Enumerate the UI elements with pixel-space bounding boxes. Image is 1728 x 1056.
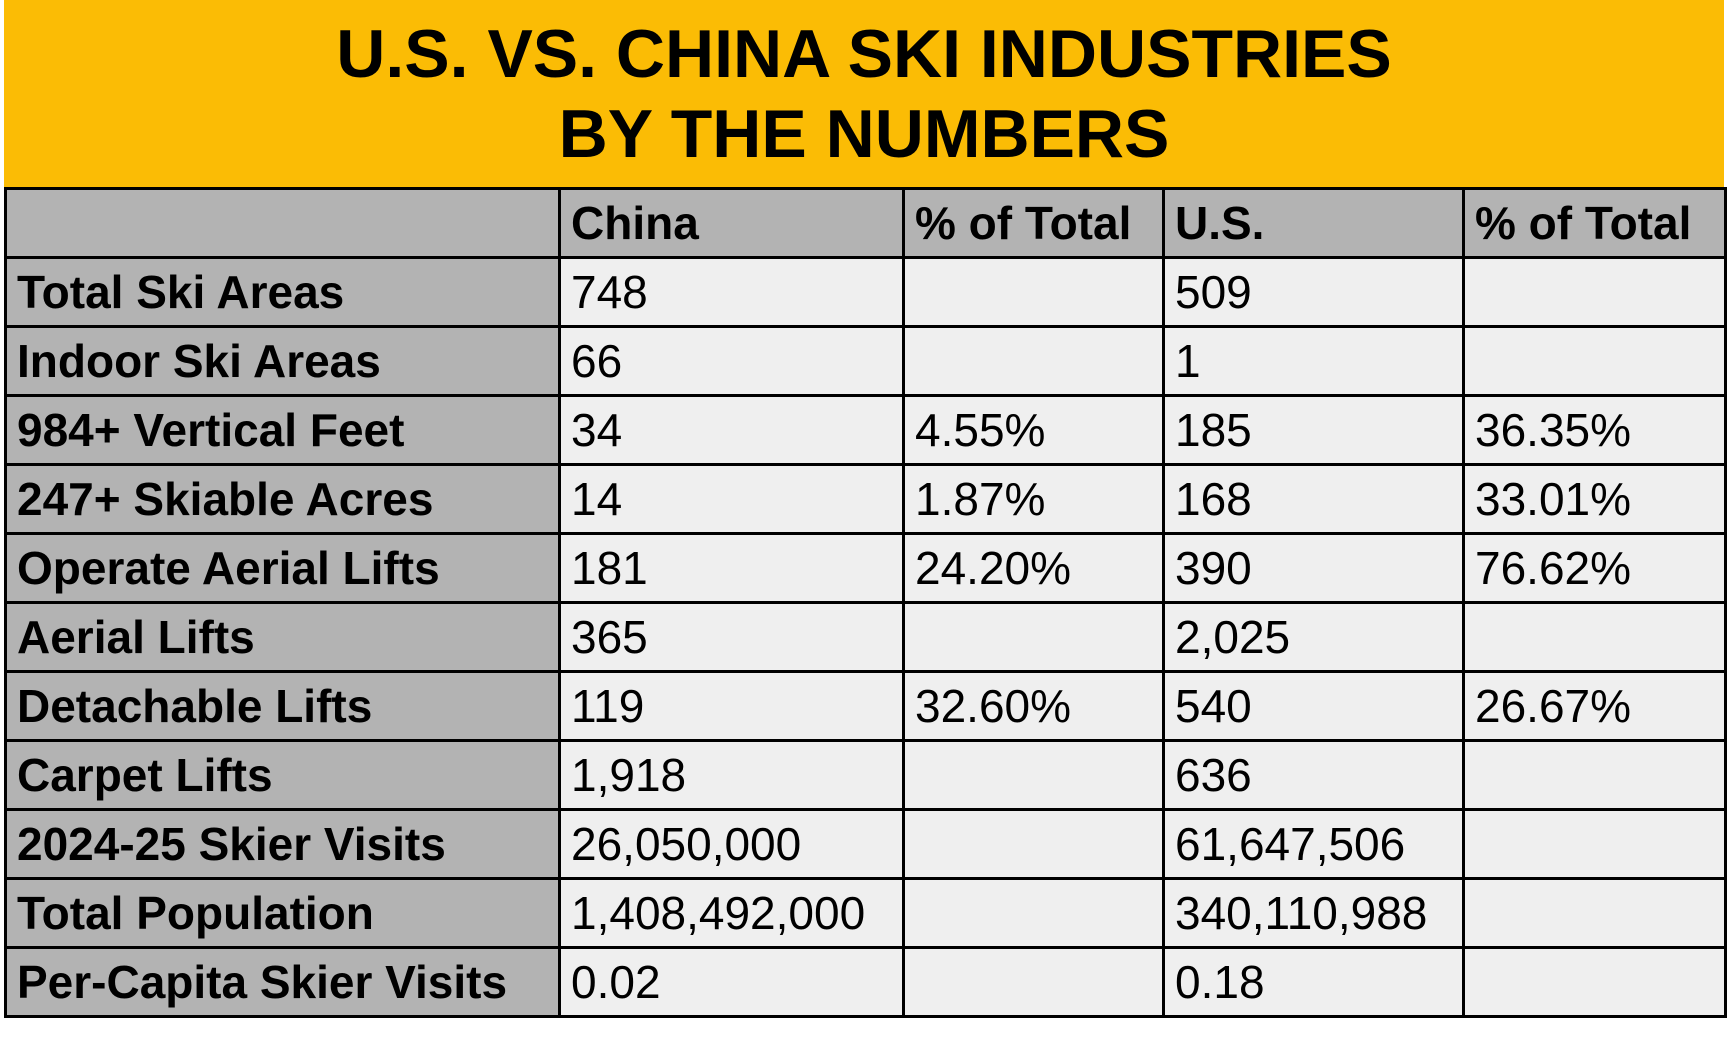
table-cell: Indoor Ski Areas — [4, 325, 561, 397]
table-cell: 984+ Vertical Feet — [4, 394, 561, 466]
table-cell: 1,408,492,000 — [558, 877, 905, 949]
table-cell: 61,647,506 — [1162, 808, 1465, 880]
table-row: Carpet Lifts 1,918 636 — [4, 739, 1727, 811]
table-cell: 390 — [1162, 532, 1465, 604]
table-cell — [1462, 601, 1727, 673]
table-cell — [902, 946, 1165, 1018]
table-cell: 185 — [1162, 394, 1465, 466]
table-cell — [902, 325, 1165, 397]
table-row: 984+ Vertical Feet 34 4.55% 185 36.35% — [4, 394, 1727, 466]
table-cell: 33.01% — [1462, 463, 1727, 535]
table-row: Aerial Lifts 365 2,025 — [4, 601, 1727, 673]
table-row: Operate Aerial Lifts 181 24.20% 390 76.62% — [4, 532, 1727, 604]
table-cell: 0.02 — [558, 946, 905, 1018]
table-cell — [902, 808, 1165, 880]
table-row: 2024-25 Skier Visits 26,050,000 61,647,506 — [4, 808, 1727, 880]
table-row: Total Ski Areas 748 509 — [4, 256, 1727, 328]
table-row: Total Population 1,408,492,000 340,110,988 — [4, 877, 1727, 949]
table-cell: 509 — [1162, 256, 1465, 328]
table-cell — [1462, 256, 1727, 328]
table-cell: 66 — [558, 325, 905, 397]
table-cell: 26,050,000 — [558, 808, 905, 880]
table-cell: 2,025 — [1162, 601, 1465, 673]
table-cell: 2024-25 Skier Visits — [4, 808, 561, 880]
table-cell — [1462, 877, 1727, 949]
table-cell: Total Ski Areas — [4, 256, 561, 328]
table-cell: 119 — [558, 670, 905, 742]
table-cell: 0.18 — [1162, 946, 1465, 1018]
table-cell: Aerial Lifts — [4, 601, 561, 673]
table-cell — [902, 877, 1165, 949]
table-cell: U.S. — [1162, 187, 1465, 259]
data-table: China% of Total U.S.% of Total Total Ski A… — [4, 187, 1727, 1018]
table-cell — [902, 256, 1165, 328]
table-cell: 340,110,988 — [1162, 877, 1465, 949]
table-cell — [1462, 739, 1727, 811]
table-cell: 1.87% — [902, 463, 1165, 535]
table-cell: 1 — [1162, 325, 1465, 397]
table-cell: % of Total — [1462, 187, 1727, 259]
table-cell — [1462, 946, 1727, 1018]
table-row: Detachable Lifts 119 32.60% 540 26.67% — [4, 670, 1727, 742]
table-row: 247+ Skiable Acres 14 1.87% 168 33.01% — [4, 463, 1727, 535]
table-cell: % of Total — [902, 187, 1165, 259]
table-cell: 14 — [558, 463, 905, 535]
table-cell: Per-Capita Skier Visits — [4, 946, 561, 1018]
table-cell: China — [558, 187, 905, 259]
table-cell — [902, 601, 1165, 673]
table-cell: Carpet Lifts — [4, 739, 561, 811]
header-row: China% of Total U.S.% of Total — [4, 187, 1727, 259]
table-cell: 748 — [558, 256, 905, 328]
table-cell — [902, 739, 1165, 811]
table-cell: 34 — [558, 394, 905, 466]
table-cell: 1,918 — [558, 739, 905, 811]
table-cell — [1462, 325, 1727, 397]
table-cell: 636 — [1162, 739, 1465, 811]
table-cell: 247+ Skiable Acres — [4, 463, 561, 535]
table-cell: 36.35% — [1462, 394, 1727, 466]
table-cell: Detachable Lifts — [4, 670, 561, 742]
table-cell: 24.20% — [902, 532, 1165, 604]
table-cell: 32.60% — [902, 670, 1165, 742]
table-cell — [4, 187, 561, 259]
table-cell — [1462, 808, 1727, 880]
table-cell: 365 — [558, 601, 905, 673]
table-cell: 181 — [558, 532, 905, 604]
title-line: BY THE NUMBERS — [558, 95, 1170, 172]
table-row: Indoor Ski Areas 66 1 — [4, 325, 1727, 397]
table-cell: 540 — [1162, 670, 1465, 742]
table-cell: Operate Aerial Lifts — [4, 532, 561, 604]
table-cell: 4.55% — [902, 394, 1165, 466]
table-cell: 76.62% — [1462, 532, 1727, 604]
table-cell: 26.67% — [1462, 670, 1727, 742]
table-cell: Total Population — [4, 877, 561, 949]
table-row: Per-Capita Skier Visits 0.02 0.18 — [4, 946, 1727, 1018]
table-cell: 168 — [1162, 463, 1465, 535]
title-line: U.S. VS. CHINA SKI INDUSTRIES — [336, 15, 1392, 92]
title-banner: U.S. VS. CHINA SKI INDUSTRIES BY THE NUM… — [4, 0, 1724, 187]
